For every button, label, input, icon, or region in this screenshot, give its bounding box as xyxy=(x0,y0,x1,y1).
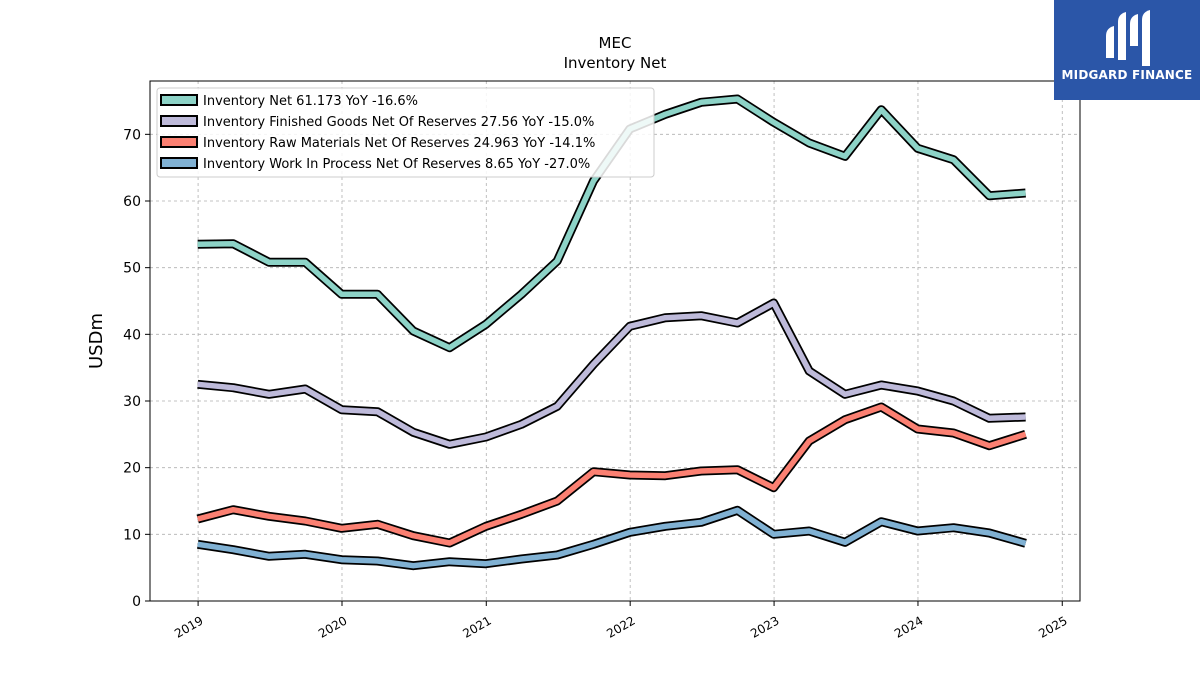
legend-box xyxy=(156,87,655,178)
legend-entry: Inventory Raw Materials Net Of Reserves … xyxy=(203,136,595,151)
y-tick-label: 20 xyxy=(123,461,141,477)
y-tick-label: 50 xyxy=(123,261,141,277)
plot-frame xyxy=(149,80,1081,602)
legend: Inventory Net 61.173 YoY -16.6% Inventory… xyxy=(156,87,655,178)
x-tick-label: 2022 xyxy=(604,613,637,640)
x-tick-label: 2023 xyxy=(748,613,781,640)
midgard-finance-logo: MIDGARD FINANCE xyxy=(1054,0,1200,100)
legend-entry: Inventory Finished Goods Net Of Reserves… xyxy=(203,115,594,130)
legend-entry: Inventory Net 61.173 YoY -16.6% xyxy=(203,94,418,109)
series-line xyxy=(197,507,1027,569)
series-2 xyxy=(197,298,1026,449)
y-tick-label: 40 xyxy=(123,327,141,343)
x-tick-label: 2025 xyxy=(1036,613,1069,640)
legend-swatch xyxy=(160,157,198,169)
x-tick-label: 2024 xyxy=(892,613,925,640)
logo-text: MIDGARD FINANCE xyxy=(1061,68,1193,82)
legend-swatch xyxy=(160,136,198,148)
y-tick-label: 30 xyxy=(123,394,141,410)
series-line xyxy=(197,300,1026,448)
y-tick-label: 10 xyxy=(123,527,141,543)
y-tick-label: 60 xyxy=(123,194,141,210)
y-tick-label: 0 xyxy=(132,594,141,610)
chart-title: MEC xyxy=(599,34,632,52)
legend-swatch xyxy=(160,115,198,127)
x-tick-label: 2021 xyxy=(460,613,493,640)
x-tick-label: 2019 xyxy=(172,613,205,640)
legend-entry: Inventory Work In Process Net Of Reserve… xyxy=(203,157,590,172)
legend-swatch xyxy=(160,94,198,106)
chart-subtitle: Inventory Net xyxy=(564,54,667,72)
x-tick-label: 2020 xyxy=(316,613,349,640)
series-4 xyxy=(197,505,1027,571)
series-line xyxy=(197,404,1027,546)
y-tick-label: 70 xyxy=(123,127,141,143)
midgard-logo-mark-icon xyxy=(1106,10,1150,66)
series-3 xyxy=(196,402,1027,548)
y-axis-label: USDm xyxy=(86,313,107,369)
